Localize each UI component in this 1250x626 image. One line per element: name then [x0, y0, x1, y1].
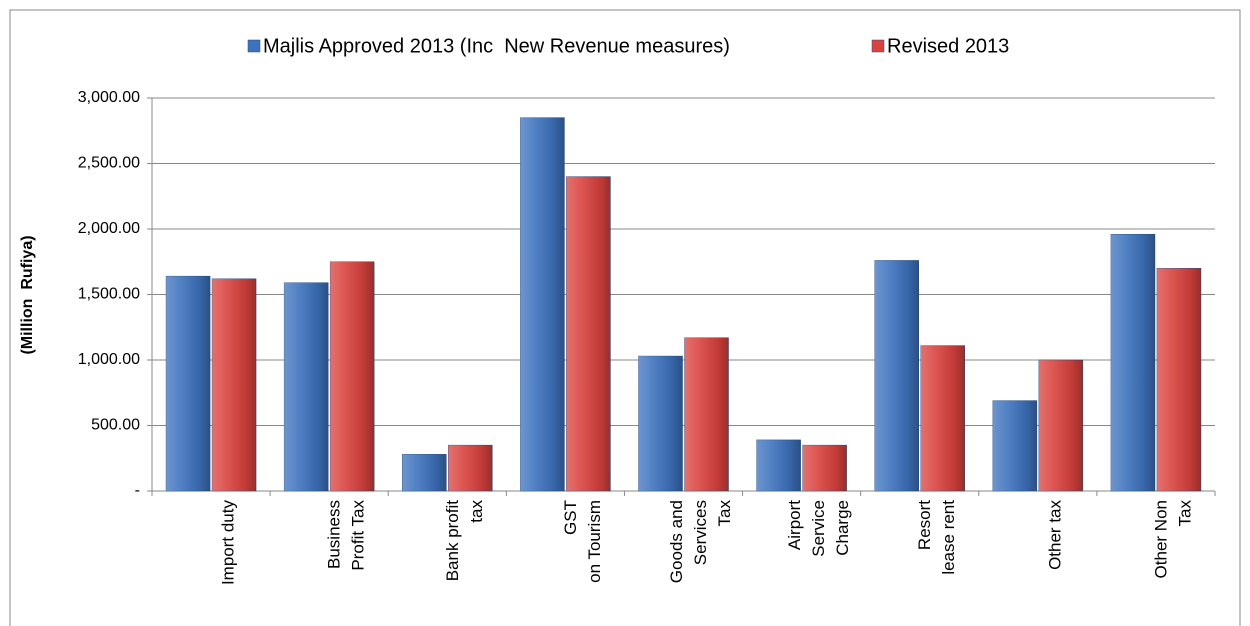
x-tick-label: Profit Tax: [349, 500, 368, 571]
bar-shade: [166, 276, 211, 491]
y-tick-label: 500.00: [91, 417, 140, 434]
bar-shade: [520, 117, 565, 492]
legend-marker: [247, 39, 261, 53]
x-tick-label: tax: [467, 500, 486, 523]
bar-shade: [1110, 234, 1155, 492]
x-tick-label: GST: [561, 500, 580, 535]
bar-shade: [566, 176, 611, 491]
bar-shade: [684, 337, 729, 491]
chart-border: [9, 9, 1241, 626]
x-tick-label: Resort: [915, 500, 934, 550]
x-tick-label: Services: [691, 500, 710, 565]
bar-shade: [802, 445, 847, 491]
x-tick-label: Charge: [833, 500, 852, 556]
legend-label: Majlis Approved 2013 (Inc New Revenue me…: [263, 35, 730, 57]
bar-shade: [402, 454, 447, 491]
y-tick-label: 2,500.00: [78, 155, 140, 172]
x-tick-label: Tax: [1175, 500, 1194, 527]
bar-shade: [448, 445, 493, 491]
bar-shade: [756, 439, 801, 491]
y-tick-label: -: [135, 482, 140, 499]
x-tick-label: Other Non: [1151, 500, 1170, 578]
y-tick-label: 1,000.00: [78, 351, 140, 368]
bar-shade: [330, 261, 375, 491]
x-tick-label: Other tax: [1045, 500, 1064, 570]
bar-shade: [638, 356, 683, 491]
y-tick-label: 3,000.00: [78, 89, 140, 106]
x-tick-label: Goods and: [667, 500, 686, 583]
y-tick-label: 1,500.00: [78, 286, 140, 303]
x-tick-label: Bank profit: [443, 500, 462, 582]
bar-shade: [284, 282, 329, 491]
x-tick-label: Tax: [715, 500, 734, 527]
bar-shade: [212, 278, 257, 491]
x-tick-label: Service: [809, 500, 828, 557]
y-axis-title: (Million Rufiya): [19, 235, 36, 354]
bar-shade: [874, 260, 919, 491]
bar-shade: [920, 345, 965, 491]
bar-shade: [992, 400, 1037, 491]
bar-shade: [1038, 360, 1083, 491]
bar-shade: [1156, 268, 1201, 491]
y-tick-label: 2,000.00: [78, 220, 140, 237]
x-tick-label: Business: [325, 500, 344, 569]
legend-marker: [871, 39, 885, 53]
x-tick-label: lease rent: [939, 500, 958, 575]
x-tick-label: Import duty: [219, 500, 238, 586]
x-tick-label: on Tourism: [585, 500, 604, 583]
x-tick-label: Airport: [785, 500, 804, 550]
legend-label: Revised 2013: [887, 35, 1009, 57]
